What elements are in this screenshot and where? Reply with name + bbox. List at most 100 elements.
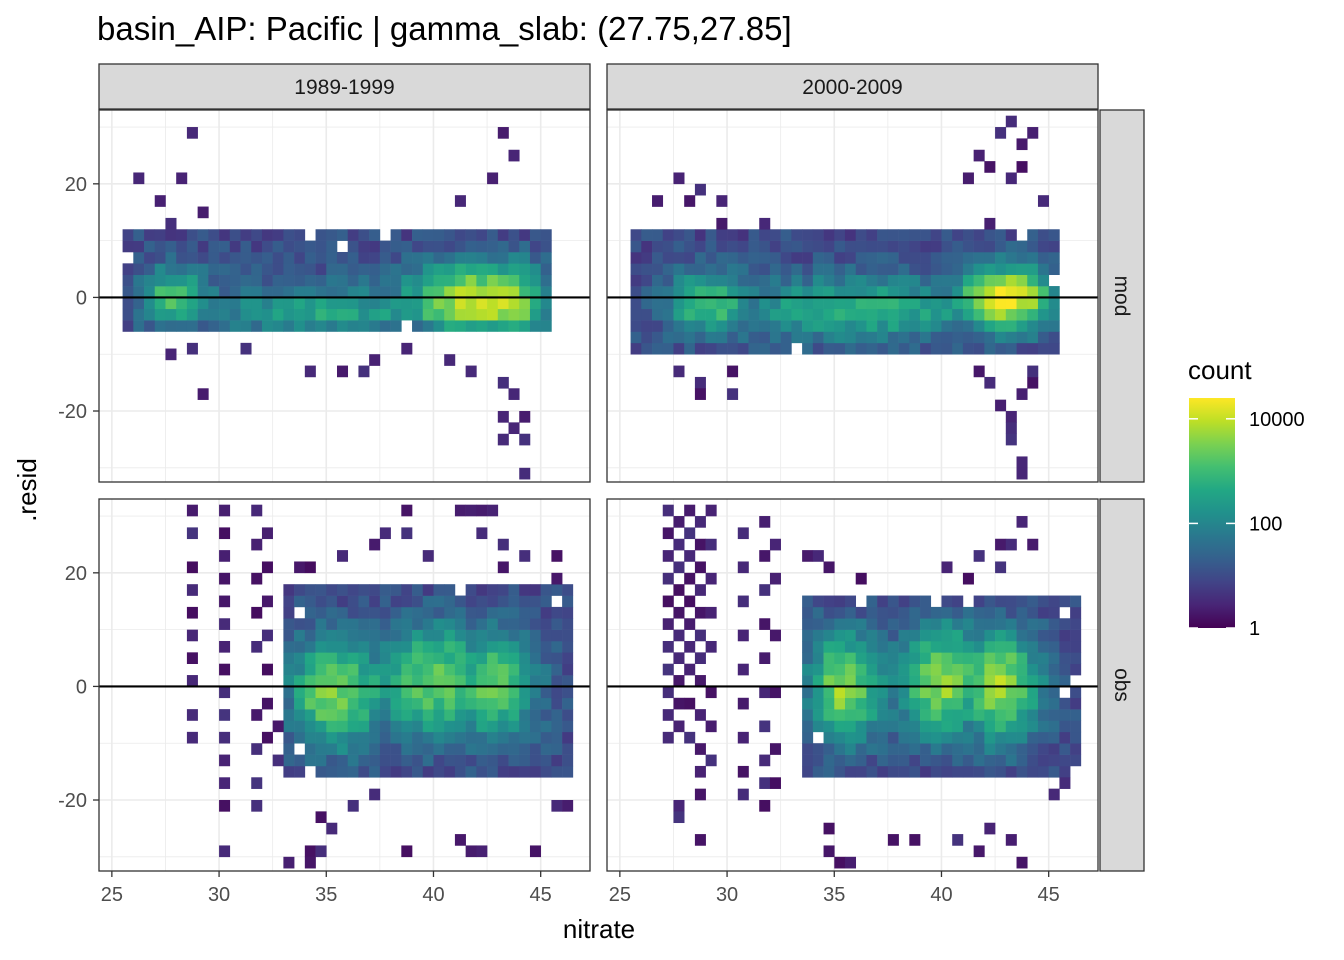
heatmap-cell [1027, 686, 1039, 699]
heatmap-cell [487, 640, 499, 653]
heatmap-cell [844, 652, 857, 665]
heatmap-cell [326, 240, 338, 253]
heatmap-cell [705, 538, 717, 551]
heatmap-cell [1016, 595, 1028, 608]
heatmap-cell [219, 777, 231, 789]
heatmap-cell [358, 251, 370, 264]
heatmap-cell [304, 845, 316, 858]
heatmap-cell [1005, 342, 1017, 355]
heatmap-cell [551, 754, 563, 767]
heatmap-cell [412, 595, 424, 608]
heatmap-cell [487, 765, 499, 778]
heatmap-cell [909, 286, 921, 298]
heatmap-cell [326, 297, 338, 310]
heatmap-cell [487, 686, 499, 699]
heatmap-cell [487, 251, 499, 264]
heatmap-cell [930, 342, 942, 355]
heatmap-cell [920, 709, 932, 721]
heatmap-cell [433, 640, 445, 653]
heatmap-cell [673, 538, 685, 551]
heatmap-cell [694, 240, 706, 253]
heatmap-cell [694, 183, 706, 196]
heatmap-cell [684, 731, 696, 744]
heatmap-cell [272, 720, 284, 733]
heatmap-cell [834, 342, 846, 355]
heatmap-cell [497, 629, 509, 642]
heatmap-cell [261, 629, 273, 642]
heatmap-cell [1037, 765, 1049, 778]
heatmap-cell [737, 788, 749, 801]
heatmap-cell [497, 731, 509, 744]
heatmap-cell [1048, 320, 1060, 332]
heatmap-cell [855, 240, 867, 253]
heatmap-cell [844, 640, 857, 653]
heatmap-cell [748, 297, 760, 310]
heatmap-cell [630, 331, 642, 344]
heatmap-cell [769, 538, 781, 551]
heatmap-cell [898, 629, 910, 642]
heatmap-cell [465, 754, 477, 767]
heatmap-cell [737, 595, 749, 608]
heatmap-cell [562, 606, 574, 619]
heatmap-cell [920, 731, 932, 744]
heatmap-cell [705, 263, 717, 276]
heatmap-cell [716, 286, 728, 298]
heatmap-cell [465, 504, 477, 517]
heatmap-cell [705, 504, 717, 517]
heatmap-cell [898, 743, 910, 755]
heatmap-cell [283, 286, 295, 298]
heatmap-cell [1059, 640, 1071, 653]
heatmap-cell [737, 308, 749, 321]
heatmap-cell [877, 709, 889, 721]
heatmap-cell [508, 251, 520, 264]
heatmap-cell [737, 274, 749, 287]
heatmap-cell [261, 697, 273, 710]
heatmap-cell [1005, 172, 1017, 185]
heatmap-cell [283, 584, 295, 596]
heatmap-cell [909, 606, 921, 619]
heatmap-cell [540, 320, 552, 332]
heatmap-cell [1016, 629, 1028, 642]
heatmap-cell [984, 765, 996, 778]
heatmap-cell [641, 297, 653, 310]
heatmap-cell [508, 422, 520, 435]
heatmap-cell [240, 320, 252, 332]
heatmap-cell [844, 308, 857, 321]
heatmap-cell [465, 720, 477, 733]
heatmap-cell [497, 320, 509, 332]
heatmap-cell [519, 697, 531, 710]
heatmap-cell [401, 342, 413, 355]
heatmap-cell [454, 765, 466, 778]
heatmap-cell [551, 686, 563, 699]
heatmap-cell [855, 629, 867, 642]
heatmap-cell [390, 263, 402, 276]
heatmap-cell [508, 263, 520, 276]
heatmap-cell [1016, 606, 1028, 619]
heatmap-cell [652, 286, 664, 298]
heatmap-cell [1016, 240, 1028, 253]
heatmap-cell [652, 263, 664, 276]
heatmap-cell [219, 686, 231, 699]
heatmap-cell [144, 251, 156, 264]
heatmap-cell [866, 229, 878, 241]
heatmap-cell [519, 652, 531, 665]
heatmap-cell [1048, 754, 1060, 767]
heatmap-cell [952, 251, 964, 264]
heatmap-cell [877, 308, 889, 321]
heatmap-cell [219, 618, 231, 630]
heatmap-cell [1027, 297, 1039, 310]
heatmap-cell [662, 527, 674, 540]
heatmap-cell [759, 618, 771, 630]
heatmap-cell [920, 320, 932, 332]
heatmap-cell [877, 606, 889, 619]
heatmap-cell [369, 354, 381, 366]
heatmap-cell [197, 308, 209, 321]
heatmap-cell [508, 584, 520, 596]
heatmap-cell [336, 743, 349, 755]
heatmap-cell [1016, 754, 1028, 767]
heatmap-cell [390, 765, 402, 778]
heatmap-cell [673, 308, 685, 321]
heatmap-cell [652, 229, 664, 241]
heatmap-cell [165, 251, 177, 264]
heatmap-cell [984, 640, 996, 653]
